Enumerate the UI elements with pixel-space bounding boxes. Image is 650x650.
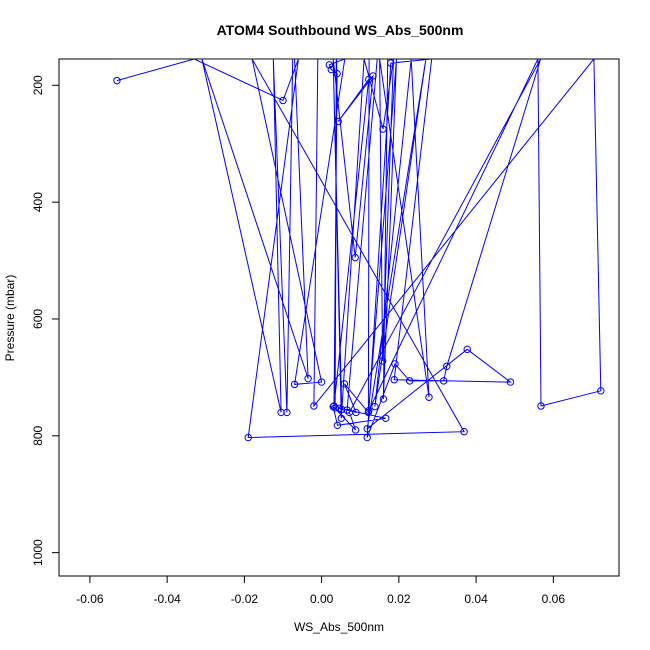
data-point bbox=[363, 433, 371, 442]
data-point bbox=[352, 408, 360, 417]
data-point bbox=[387, 59, 395, 67]
data-point bbox=[506, 378, 515, 386]
data-point bbox=[334, 117, 342, 126]
x-tick-label: 0.00 bbox=[310, 592, 334, 606]
y-axis-label: Pressure (mbar) bbox=[3, 275, 17, 362]
series-group bbox=[113, 59, 605, 442]
x-tick-label: -0.04 bbox=[153, 592, 181, 606]
series-line bbox=[113, 59, 602, 439]
data-point bbox=[338, 405, 346, 414]
x-tick-label: 0.04 bbox=[464, 592, 488, 606]
y-tick-label: 600 bbox=[31, 309, 45, 329]
data-point bbox=[343, 406, 351, 414]
data-point bbox=[325, 61, 334, 69]
data-point bbox=[537, 402, 545, 410]
series-layer bbox=[113, 59, 605, 442]
data-point bbox=[391, 360, 399, 368]
data-point bbox=[310, 402, 318, 410]
data-point bbox=[463, 345, 471, 354]
data-point bbox=[365, 406, 373, 415]
data-point bbox=[371, 402, 379, 411]
x-tick-label: -0.06 bbox=[76, 592, 104, 606]
data-point bbox=[337, 414, 346, 422]
data-point bbox=[425, 393, 433, 401]
data-point bbox=[279, 96, 287, 105]
x-axis-label: WS_Abs_500nm bbox=[294, 620, 384, 634]
y-axis: 200 400 600 800 1000 bbox=[31, 75, 60, 566]
data-point bbox=[369, 72, 377, 80]
data-point bbox=[351, 426, 360, 434]
data-point bbox=[304, 374, 312, 383]
data-point bbox=[331, 404, 339, 412]
data-point bbox=[439, 377, 448, 385]
data-point bbox=[443, 362, 451, 370]
data-point bbox=[597, 387, 605, 395]
data-point bbox=[351, 253, 359, 262]
data-point bbox=[290, 380, 299, 389]
x-tick-label: -0.02 bbox=[231, 592, 259, 606]
data-point bbox=[382, 414, 390, 422]
data-point bbox=[340, 380, 349, 388]
y-tick-label: 800 bbox=[31, 425, 45, 445]
x-axis: -0.06 -0.04 -0.02 0.00 0.02 0.04 0.06 bbox=[76, 575, 566, 606]
data-point bbox=[277, 408, 285, 417]
data-point bbox=[244, 433, 252, 442]
x-tick-label: 0.06 bbox=[542, 592, 566, 606]
data-point bbox=[113, 76, 121, 85]
data-point bbox=[378, 357, 387, 365]
data-point bbox=[327, 65, 335, 74]
data-point bbox=[317, 378, 326, 386]
data-point bbox=[363, 425, 371, 433]
y-tick-label: 200 bbox=[31, 75, 45, 95]
data-point bbox=[405, 377, 414, 385]
data-point bbox=[390, 376, 398, 384]
data-point bbox=[333, 421, 342, 429]
x-tick-label: 0.02 bbox=[387, 592, 411, 606]
data-point bbox=[460, 428, 468, 436]
chart-title: ATOM4 Southbound WS_Abs_500nm bbox=[217, 22, 464, 38]
data-point bbox=[379, 125, 387, 133]
y-tick-label: 400 bbox=[31, 192, 45, 212]
data-point bbox=[333, 69, 341, 78]
data-point bbox=[283, 408, 291, 417]
data-point bbox=[379, 395, 388, 403]
y-tick-label: 1000 bbox=[31, 539, 45, 566]
